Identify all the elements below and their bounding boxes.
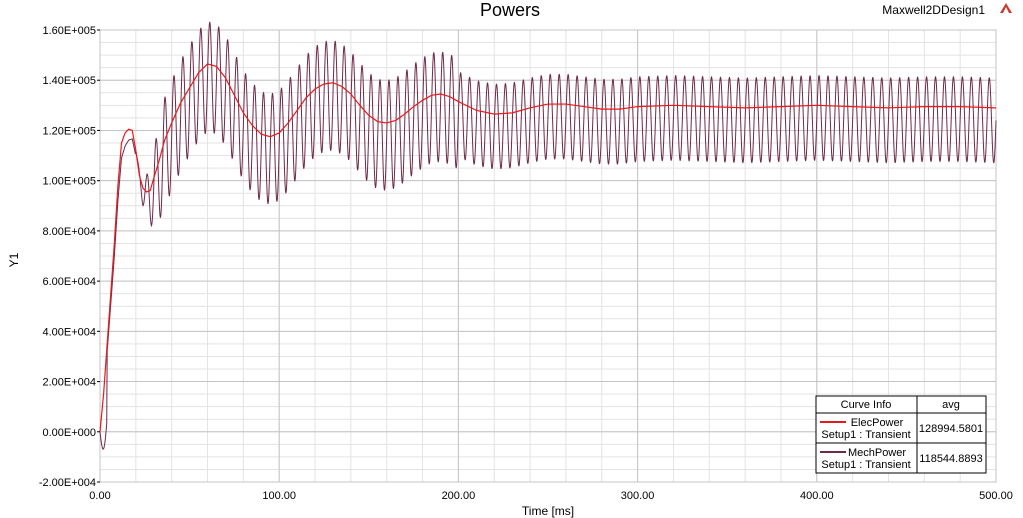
y-tick-label: 6.00E+004 [42,276,96,288]
legend-avg-mechpower: 118544.8893 [919,453,982,465]
x-tick-label: 400.00 [800,490,834,502]
y-tick-label: 1.20E+005 [42,125,96,137]
legend-box [815,395,987,474]
legend-header-value: avg [942,399,960,411]
y-tick-label: 1.60E+005 [42,25,96,37]
design-name: Maxwell2DDesign1 [882,3,985,17]
y-tick-label: 1.00E+005 [42,176,96,188]
legend-sublabel-elecpower: Setup1 : Transient [821,429,910,441]
legend-header-name: Curve Info [841,399,892,411]
x-tick-label: 100.00 [262,490,296,502]
legend-sublabel-mechpower: Setup1 : Transient [821,459,910,471]
legend-label-mechpower: MechPower [848,447,906,459]
y-axis-label: Y1 [7,252,21,267]
y-tick-label: 4.00E+004 [42,326,96,338]
chart-title: Powers [480,0,540,20]
y-tick-label: -2.00E+004 [39,477,96,489]
y-tick-label: 0.00E+000 [42,427,96,439]
y-tick-label: 1.40E+005 [42,75,96,87]
y-tick-label: 8.00E+004 [42,226,96,238]
series-layer [99,21,997,450]
x-tick-label: 0.00 [89,490,110,502]
series-elecpower-line [99,63,997,432]
legend-row-mechpower[interactable]: MechPower Setup1 : Transient 118544.8893 [820,447,983,471]
ticks-layer: 0.00 100.00 200.00 300.00 400.00 500.00 -2.00E… [39,25,1013,502]
legend-row-elecpower[interactable]: ElecPower Setup1 : Transient 128994.5801 [820,417,983,441]
legend[interactable]: Curve Info avg ElecPower Setup1 : Transi… [815,395,987,474]
legend-label-elecpower: ElecPower [851,417,904,429]
series-mechpower-line [99,21,997,450]
legend-avg-elecpower: 128994.5801 [919,423,983,435]
y-tick-label: 2.00E+004 [42,377,96,389]
x-axis-label: Time [ms] [522,504,574,518]
ansoft-triangle-icon [1000,3,1012,13]
x-tick-label: 200.00 [442,490,476,502]
x-tick-label: 300.00 [621,490,655,502]
x-tick-label: 500.00 [979,490,1013,502]
